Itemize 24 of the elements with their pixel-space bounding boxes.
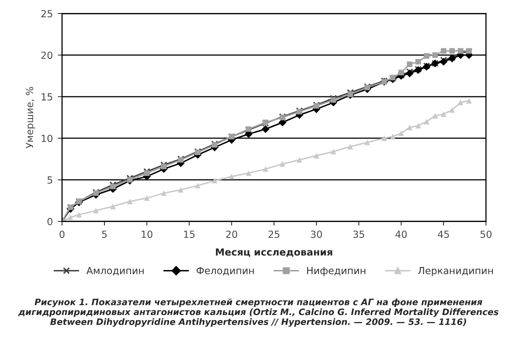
x-tick-label: 40 [395, 230, 407, 238]
y-tick-label: 5 [48, 176, 52, 184]
y-tick-label: 0 [47, 218, 52, 226]
x-tick-label: 0 [60, 230, 64, 238]
y-tick-label: 20 [41, 52, 52, 59]
text: Рисунок 1. Показатели четырехлетней смертности пациентов с АГ на фоне применения дигидропиридиновых антагонистов кальция (Ortiz M., Calcino G. Inferred Mortality Differences Between Dihydropyridine Antihypertensives // Hypertension. — 2009. — 53. — 1116) [18, 298, 498, 327]
legend-label: Фелодипин [196, 267, 254, 276]
x-tick-label: 35 [353, 230, 364, 238]
legend-label: Амлодипин [86, 267, 144, 276]
y-tick-label: 25 [41, 10, 52, 18]
x-axis-title: Месяц исследования [216, 248, 332, 257]
x-tick-label: 25 [268, 230, 280, 238]
y-axis-title: Умершие, % [26, 86, 36, 148]
y-tick-label: 15 [42, 93, 52, 100]
legend-label: Лерканидипин [418, 267, 493, 276]
x-tick-label: 5 [102, 230, 107, 238]
x-tick-label: 20 [226, 230, 238, 238]
x-tick-label: 45 [438, 230, 449, 238]
legend-label: Нифедипин [307, 267, 366, 276]
x-tick-label: 30 [310, 230, 322, 238]
y-tick-label: 10 [42, 134, 52, 142]
x-tick-label: 50 [480, 230, 492, 238]
x-tick-label: 10 [142, 230, 152, 238]
x-tick-label: 15 [184, 230, 195, 238]
